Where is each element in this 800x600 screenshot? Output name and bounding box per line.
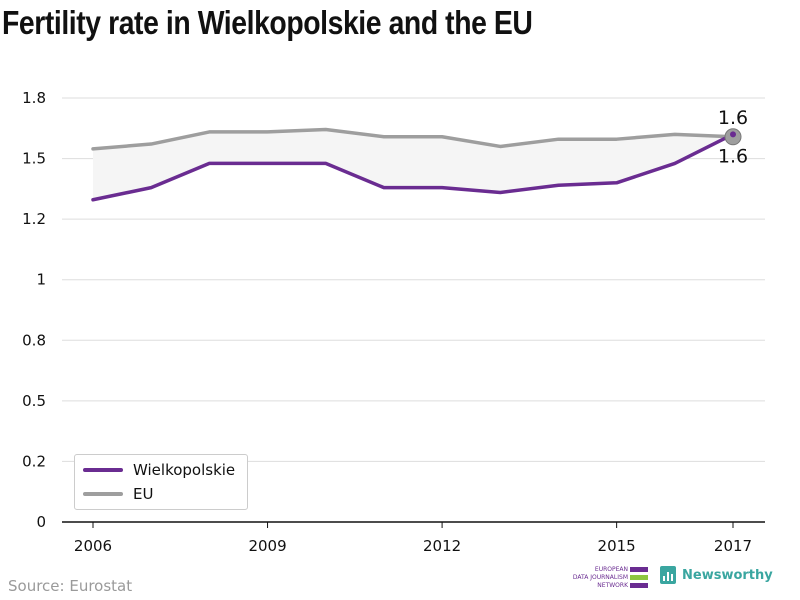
edjn-bar-icon	[630, 567, 648, 572]
eu-end-label: 1.6	[718, 107, 748, 129]
y-tick-label: 0.5	[22, 392, 46, 410]
edjn-logo-line-3: NETWORK	[597, 582, 628, 589]
legend-item-wielkopolskie[interactable]: Wielkopolskie	[83, 460, 235, 480]
series-line-eu	[91, 127, 735, 151]
x-tick-label: 2012	[423, 537, 461, 555]
wielkopolskie-end-label: 1.6	[718, 145, 748, 167]
edjn-logo: EUROPEAN DATA JOURNALISM NETWORK	[573, 566, 650, 590]
legend-label-eu: EU	[133, 485, 154, 503]
y-tick-label: 1	[36, 271, 46, 289]
x-tick-label: 2017	[714, 537, 752, 555]
bar-chart-icon	[660, 566, 676, 584]
edjn-bar-icon	[630, 583, 648, 588]
x-tick-label: 2009	[248, 537, 286, 555]
y-tick-label: 0.8	[22, 331, 46, 349]
source-note: Source: Eurostat	[8, 577, 133, 595]
y-tick-label: 1.8	[22, 89, 46, 107]
x-tick-label: 2015	[598, 537, 636, 555]
legend: Wielkopolskie EU	[74, 454, 248, 510]
legend-label-wielkopolskie: Wielkopolskie	[133, 461, 236, 479]
newsworthy-label: Newsworthy	[682, 567, 773, 583]
edjn-bar-icon	[630, 575, 648, 580]
series-line-wielkopolskie	[91, 132, 735, 202]
wielkopolskie-endpoint-marker	[730, 131, 736, 138]
y-tick-label: 1.2	[22, 210, 46, 228]
legend-item-eu[interactable]: EU	[83, 484, 153, 504]
edjn-logo-line-1: EUROPEAN	[594, 566, 628, 573]
newsworthy-logo: Newsworthy	[660, 566, 773, 584]
y-tick-label: 0.2	[22, 452, 46, 470]
chart-title: Fertility rate in Wielkopolskie and the …	[2, 4, 533, 41]
edjn-logo-line-2: DATA JOURNALISM	[572, 574, 628, 581]
series-gap-band	[93, 129, 733, 200]
y-tick-label: 0	[36, 513, 46, 531]
legend-swatch-wielkopolskie	[83, 468, 123, 472]
y-tick-label: 1.5	[22, 150, 46, 168]
legend-swatch-eu	[83, 492, 123, 496]
x-tick-label: 2006	[74, 537, 112, 555]
